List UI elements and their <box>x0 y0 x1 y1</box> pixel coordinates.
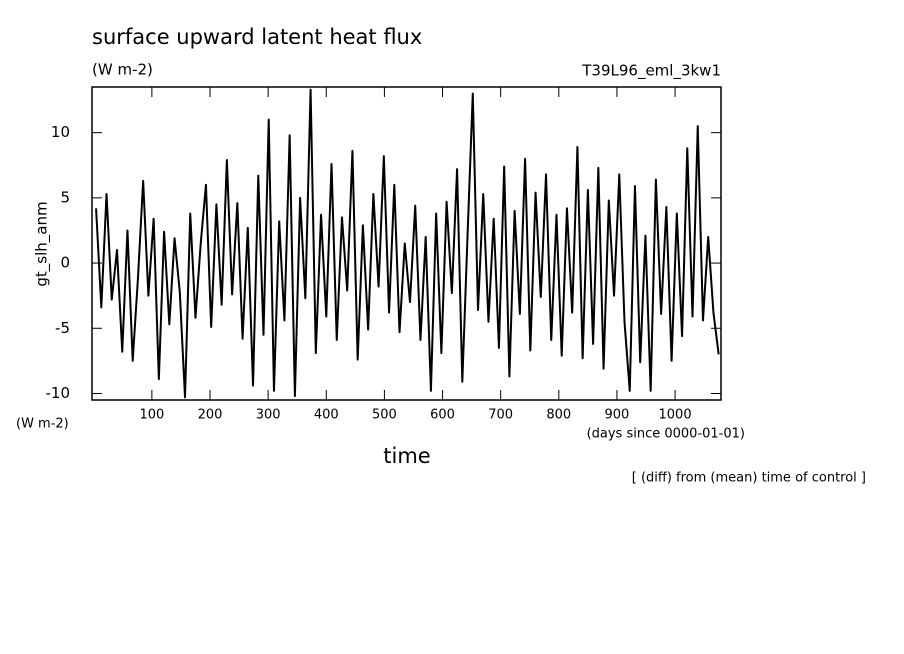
x-tick-label: 600 <box>430 408 455 423</box>
y-axis-label: gt_slh_anm <box>33 201 52 286</box>
y-tick-label: -10 <box>46 384 71 402</box>
note: [ (diff) from (mean) time of control ] <box>632 471 866 486</box>
x-tick-label: 300 <box>256 408 281 423</box>
chart-title: surface upward latent heat flux <box>92 25 422 49</box>
x-tick-label: 100 <box>139 408 164 423</box>
data-line <box>95 88 720 399</box>
x-tick-label: 800 <box>546 408 571 423</box>
x-tick-label: 500 <box>372 408 397 423</box>
x-tick-label: 700 <box>488 408 513 423</box>
y-tick-label: 5 <box>60 188 70 206</box>
x-tick-label: 1000 <box>659 408 692 423</box>
y-unit: (W m-2) <box>16 417 69 432</box>
x-tick-label: 400 <box>314 408 339 423</box>
plot-frame <box>91 86 722 401</box>
y-tick-label: 0 <box>60 254 70 272</box>
x-unit: (days since 0000-01-01) <box>587 427 745 442</box>
x-tick-label: 900 <box>605 408 630 423</box>
x-axis-label: time <box>383 444 430 468</box>
subtitle: (W m-2) <box>92 61 153 79</box>
y-tick-label: 10 <box>51 123 70 141</box>
y-tick-label: -5 <box>55 319 70 337</box>
run-label: T39L96_eml_3kw1 <box>581 62 721 81</box>
x-tick-label: 200 <box>198 408 223 423</box>
